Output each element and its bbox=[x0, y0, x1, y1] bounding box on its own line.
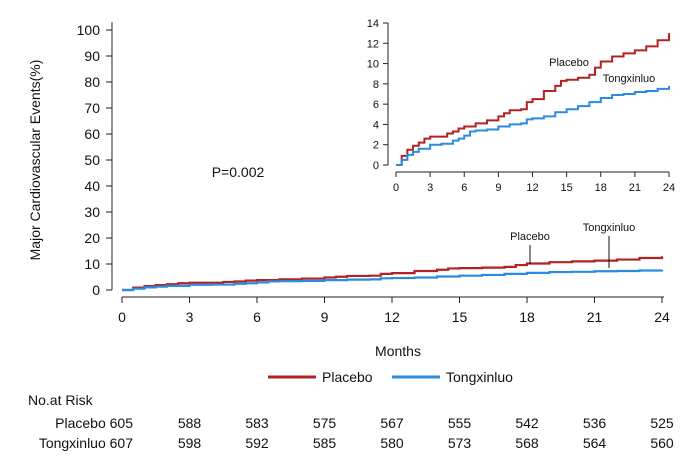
main-y-tick-label: 100 bbox=[77, 22, 101, 38]
main-x-tick-label: 6 bbox=[253, 309, 261, 325]
main-x-tick-label: 21 bbox=[587, 309, 603, 325]
main-x-tick-label: 18 bbox=[519, 309, 535, 325]
risk-cell: 583 bbox=[245, 415, 269, 431]
main-x-tick-label: 24 bbox=[654, 309, 670, 325]
inset-y-tick-label: 4 bbox=[373, 119, 379, 131]
inset-y-tick-label: 10 bbox=[367, 59, 379, 71]
inset-tongxinluo-label: Tongxinluo bbox=[603, 73, 656, 85]
inset-x-tick-label: 12 bbox=[526, 182, 538, 194]
risk-table: No.at Risk Placebo 605 Tongxinluo 607 58… bbox=[28, 392, 674, 451]
inset-x-tick-label: 9 bbox=[495, 182, 501, 194]
main-y-label: Major Cardiovascular Events(%) bbox=[27, 60, 43, 261]
risk-cell: 573 bbox=[448, 435, 472, 451]
risk-table-title: No.at Risk bbox=[28, 392, 94, 408]
inset-y-tick-label: 12 bbox=[367, 38, 379, 50]
inset-x-tick-label: 0 bbox=[393, 182, 399, 194]
main-y-tick-label: 40 bbox=[84, 178, 100, 194]
risk-cell: 560 bbox=[650, 435, 674, 451]
inset-y-tick-label: 14 bbox=[367, 18, 379, 30]
inset-x-tick-label: 18 bbox=[595, 182, 607, 194]
main-y-tick-label: 20 bbox=[84, 230, 100, 246]
main-y-tick-label: 50 bbox=[84, 152, 100, 168]
tongxinluo-curve-label: Tongxinluo bbox=[583, 222, 636, 234]
inset-x-tick-label: 15 bbox=[561, 182, 573, 194]
main-y-tick-label: 10 bbox=[84, 256, 100, 272]
legend: Placebo Tongxinluo bbox=[268, 369, 513, 385]
inset-x-tick-label: 21 bbox=[629, 182, 641, 194]
main-x-label: Months bbox=[375, 343, 421, 359]
inset-y-tick-label: 0 bbox=[373, 160, 379, 172]
risk-cell: 580 bbox=[380, 435, 404, 451]
risk-row-label-tongxinluo: Tongxinluo 607 bbox=[39, 435, 133, 451]
p-value-annotation: P=0.002 bbox=[212, 164, 265, 180]
risk-cell: 555 bbox=[448, 415, 472, 431]
main-x-tick-label: 9 bbox=[321, 309, 329, 325]
main-y-tick-label: 60 bbox=[84, 126, 100, 142]
risk-cell: 575 bbox=[313, 415, 337, 431]
main-series-placebo bbox=[122, 256, 664, 292]
main-x-tick-label: 3 bbox=[186, 309, 194, 325]
main-y-tick-label: 80 bbox=[84, 74, 100, 90]
main-x-tick-label: 12 bbox=[384, 309, 400, 325]
legend-tongxinluo-label: Tongxinluo bbox=[446, 369, 513, 385]
risk-row-label-placebo: Placebo 605 bbox=[55, 415, 133, 431]
risk-cell: 598 bbox=[178, 435, 202, 451]
risk-cell: 585 bbox=[313, 435, 337, 451]
risk-cell: 568 bbox=[515, 435, 539, 451]
inset-series-tongxinluo bbox=[396, 85, 670, 166]
inset-y-tick-label: 8 bbox=[373, 79, 379, 91]
inset-x-tick-label: 6 bbox=[461, 182, 467, 194]
inset-placebo-label: Placebo bbox=[549, 57, 589, 69]
risk-cell: 588 bbox=[178, 415, 202, 431]
risk-cell: 542 bbox=[515, 415, 539, 431]
legend-placebo-label: Placebo bbox=[322, 369, 373, 385]
placebo-curve-label: Placebo bbox=[510, 231, 550, 243]
inset-x-tick-label: 3 bbox=[427, 182, 433, 194]
main-y-tick-label: 30 bbox=[84, 204, 100, 220]
inset-series-placebo bbox=[396, 33, 670, 166]
inset-y-tick-label: 6 bbox=[373, 99, 379, 111]
main-series-tongxinluo bbox=[122, 269, 664, 292]
main-x-tick-label: 0 bbox=[118, 309, 126, 325]
risk-cell: 567 bbox=[380, 415, 404, 431]
main-x-tick-label: 15 bbox=[452, 309, 468, 325]
main-y-tick-label: 90 bbox=[84, 48, 100, 64]
inset-x-tick-label: 24 bbox=[663, 182, 675, 194]
risk-cell: 592 bbox=[245, 435, 269, 451]
risk-cell: 564 bbox=[583, 435, 607, 451]
inset-y-tick-label: 2 bbox=[373, 140, 379, 152]
main-y-tick-label: 70 bbox=[84, 100, 100, 116]
risk-cell: 525 bbox=[650, 415, 674, 431]
risk-cell: 536 bbox=[583, 415, 607, 431]
main-y-tick-label: 0 bbox=[92, 282, 100, 298]
